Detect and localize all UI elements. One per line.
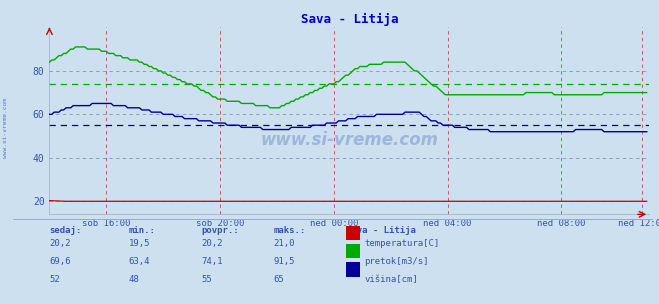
Text: maks.:: maks.: xyxy=(273,226,306,235)
Text: 21,0: 21,0 xyxy=(273,239,295,248)
Text: pretok[m3/s]: pretok[m3/s] xyxy=(364,257,429,266)
Text: 19,5: 19,5 xyxy=(129,239,150,248)
Text: 63,4: 63,4 xyxy=(129,257,150,266)
Text: min.:: min.: xyxy=(129,226,156,235)
Text: višina[cm]: višina[cm] xyxy=(364,275,418,284)
Text: 65: 65 xyxy=(273,275,284,284)
Text: 74,1: 74,1 xyxy=(201,257,223,266)
Title: Sava - Litija: Sava - Litija xyxy=(301,13,398,26)
Text: 20,2: 20,2 xyxy=(49,239,71,248)
Text: www.si-vreme.com: www.si-vreme.com xyxy=(260,130,438,149)
Text: 52: 52 xyxy=(49,275,60,284)
Text: povpr.:: povpr.: xyxy=(201,226,239,235)
Text: temperatura[C]: temperatura[C] xyxy=(364,239,440,248)
Text: 48: 48 xyxy=(129,275,139,284)
Text: 91,5: 91,5 xyxy=(273,257,295,266)
Text: sedaj:: sedaj: xyxy=(49,226,82,235)
Text: 69,6: 69,6 xyxy=(49,257,71,266)
Text: www.si-vreme.com: www.si-vreme.com xyxy=(3,98,8,158)
Text: 55: 55 xyxy=(201,275,212,284)
Text: Sava - Litija: Sava - Litija xyxy=(346,226,416,235)
Text: 20,2: 20,2 xyxy=(201,239,223,248)
